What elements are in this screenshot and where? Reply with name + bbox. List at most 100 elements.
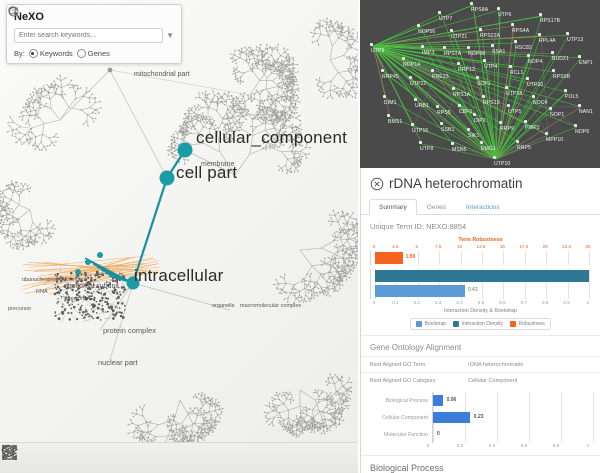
gene-node[interactable] — [538, 33, 541, 36]
gene-node[interactable] — [409, 76, 412, 79]
gene-node[interactable] — [505, 86, 508, 89]
gene-node[interactable] — [479, 28, 482, 31]
gene-node-label: RPS17B — [540, 18, 561, 24]
axis-tick: 0.7 — [520, 300, 527, 305]
gene-node[interactable] — [370, 43, 373, 46]
grid-line — [482, 251, 483, 265]
help-icon[interactable]: ? — [7, 5, 20, 18]
gene-node[interactable] — [509, 65, 512, 68]
gene-node[interactable] — [551, 51, 554, 54]
gene-ontology-alignment-heading: Gene Ontology Alignment — [361, 335, 600, 356]
gene-node[interactable] — [457, 62, 460, 65]
gene-node[interactable] — [443, 46, 446, 49]
gene-node-label: RPS13 — [483, 100, 500, 106]
gene-node[interactable] — [473, 113, 476, 116]
gene-node[interactable] — [440, 122, 443, 125]
gene-node[interactable] — [514, 40, 517, 43]
gene-node[interactable] — [419, 141, 422, 144]
axis-tick: 0.2 — [456, 443, 464, 448]
chevron-down-icon[interactable]: ▼ — [166, 30, 174, 40]
gene-node[interactable] — [566, 32, 569, 35]
gene-node[interactable] — [483, 59, 486, 62]
kv-key: Best Aligned GO Category — [370, 377, 436, 384]
gene-node-label: HSC82 — [515, 45, 532, 51]
gene-node[interactable] — [458, 104, 461, 107]
gene-node[interactable] — [578, 104, 581, 107]
gene-node[interactable] — [467, 128, 470, 131]
gene-node[interactable] — [527, 54, 530, 57]
gene-node[interactable] — [438, 11, 441, 14]
gene-node-label: NOP6 — [575, 129, 590, 135]
radio-option-genes[interactable]: Genes — [76, 49, 110, 58]
network-toolbar[interactable] — [0, 442, 358, 473]
gene-node[interactable] — [467, 46, 470, 49]
gene-node[interactable] — [526, 77, 529, 80]
gene-node[interactable] — [414, 98, 417, 101]
gene-node[interactable] — [411, 123, 414, 126]
gene-node[interactable] — [436, 105, 439, 108]
tab-genes[interactable]: Genes — [426, 204, 446, 211]
gene-node[interactable] — [387, 114, 390, 117]
ontology-network-view[interactable]: cellular_component cell part intracellul… — [0, 0, 358, 473]
gene-node[interactable] — [491, 44, 494, 47]
ontology-graph[interactable] — [0, 0, 358, 473]
gene-node[interactable] — [524, 120, 527, 123]
gene-node[interactable] — [511, 23, 514, 26]
gene-node[interactable] — [545, 132, 548, 135]
refresh-icon[interactable] — [7, 5, 20, 18]
gene-node[interactable] — [452, 87, 455, 90]
gene-node-label: URB1 — [415, 103, 429, 109]
legend-swatch — [453, 321, 460, 327]
radio-option-keywords[interactable]: Keywords — [28, 49, 73, 58]
bar-robustness — [375, 252, 403, 264]
gene-node-label: RPS8A — [471, 7, 489, 13]
bar-value-label: 1.59 — [405, 254, 416, 260]
gene-node-label: MPP10 — [546, 137, 564, 143]
gene-node[interactable] — [578, 55, 581, 58]
axis-tick: 0.6 — [520, 443, 528, 448]
gene-node[interactable] — [552, 69, 555, 72]
search-row: ? ▼ — [8, 6, 174, 43]
gene-node[interactable] — [450, 29, 453, 32]
gene-node[interactable] — [549, 107, 552, 110]
gene-node[interactable] — [417, 24, 420, 27]
gene-node-label: UTP5 — [508, 109, 522, 115]
gene-node[interactable] — [480, 141, 483, 144]
tab-summary[interactable]: Summary — [369, 199, 417, 215]
gene-interaction-network[interactable]: UTP9 UTP7 RPS8A UTP6 RPS17B NOP56 UTP21 RPS22A R… — [360, 0, 600, 168]
go-category-label: Cellular Component — [382, 414, 428, 421]
radio-keywords[interactable] — [28, 49, 38, 58]
gene-node[interactable] — [421, 45, 424, 48]
tab-interactions[interactable]: Interactions — [465, 204, 500, 211]
gene-node[interactable] — [507, 104, 510, 107]
search-panel[interactable]: NeXO ? ▼ By: — [6, 4, 182, 64]
gene-node[interactable] — [431, 69, 434, 72]
gene-node[interactable] — [402, 57, 405, 60]
info-tabs[interactable]: Summary Genes Interactions — [361, 198, 600, 215]
gene-node[interactable] — [516, 140, 519, 143]
gene-node[interactable] — [482, 95, 485, 98]
search-input[interactable] — [14, 28, 164, 43]
close-circle-icon[interactable] — [370, 177, 384, 191]
gene-node[interactable] — [532, 95, 535, 98]
ontology-label-organelle: organelle — [212, 303, 235, 309]
grid-line — [567, 251, 569, 265]
gene-node[interactable] — [470, 2, 473, 5]
gene-node[interactable] — [574, 124, 577, 127]
gene-node[interactable] — [497, 7, 500, 10]
term-robustness-chart: Term Robustness 0 2.5 5 7.5 10 12.5 15 17.5 20 22… — [370, 237, 591, 265]
gene-node[interactable] — [381, 69, 384, 72]
radio-genes[interactable] — [76, 49, 86, 58]
gene-node[interactable] — [539, 13, 542, 16]
ontology-label-intracellular: intracellular — [134, 266, 224, 285]
gene-node[interactable] — [499, 121, 502, 124]
gene-node[interactable] — [493, 156, 496, 159]
gene-node[interactable] — [476, 76, 479, 79]
layers-icon[interactable] — [0, 443, 19, 462]
gene-node[interactable] — [564, 89, 567, 92]
axis-tick: 0.5 — [477, 300, 485, 305]
gene-node[interactable] — [451, 142, 454, 145]
gene-node[interactable] — [383, 95, 386, 98]
term-info-panel[interactable]: rDNA heterochromatin Summary Genes Inter… — [360, 168, 600, 473]
gene-node-label: UTP18 — [506, 91, 523, 97]
